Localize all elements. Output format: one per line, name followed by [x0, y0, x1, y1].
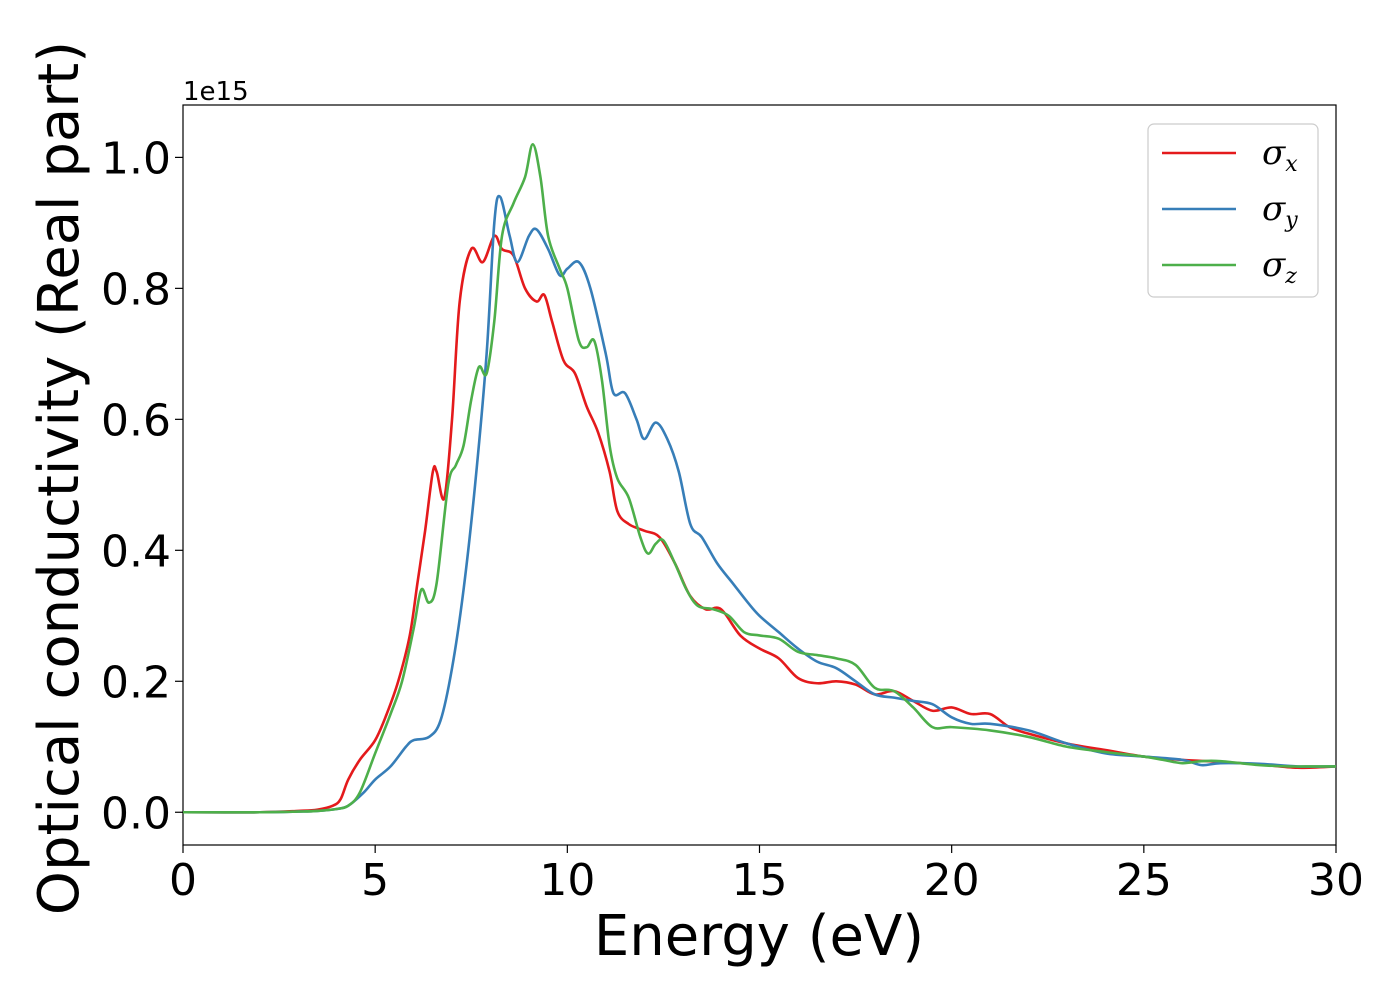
y-tick-label: 0.2 — [101, 657, 171, 708]
x-axis-ticks: 0 5 10 15 20 25 30 — [169, 845, 1364, 906]
legend-label-sigma-x: σx — [1262, 133, 1298, 177]
legend-label-sigma-z: σz — [1262, 245, 1297, 289]
x-axis-label: Energy (eV) — [594, 904, 924, 969]
y-tick-label: 0.8 — [101, 264, 171, 315]
x-tick-label: 15 — [732, 855, 788, 906]
legend-label-sigma-y: σy — [1262, 189, 1298, 233]
series-line-sigma-x — [182, 234, 1337, 814]
x-tick-label: 20 — [924, 855, 980, 906]
x-tick-label: 30 — [1308, 855, 1364, 906]
series-layer — [182, 142, 1337, 814]
x-tick-label: 5 — [361, 855, 389, 906]
series-line-sigma-z — [182, 142, 1336, 814]
series-line-sigma-y — [182, 194, 1337, 814]
y-tick-label: 0.4 — [101, 526, 171, 577]
y-axis-ticks: 0.0 0.2 0.4 0.6 0.8 1.0 — [101, 133, 183, 839]
y-tick-label: 1.0 — [101, 133, 171, 184]
legend-box — [1147, 123, 1319, 298]
y-tick-label: 0.6 — [101, 395, 171, 446]
x-tick-label: 0 — [169, 855, 197, 906]
legend: σx σy σz — [1147, 123, 1319, 298]
y-axis-label: Optical conductivity (Real part) — [27, 41, 92, 915]
x-tick-label: 25 — [1116, 855, 1172, 906]
y-tick-label: 0.0 — [101, 788, 171, 839]
y-offset-label: 1e15 — [183, 77, 249, 107]
x-tick-label: 10 — [539, 855, 595, 906]
